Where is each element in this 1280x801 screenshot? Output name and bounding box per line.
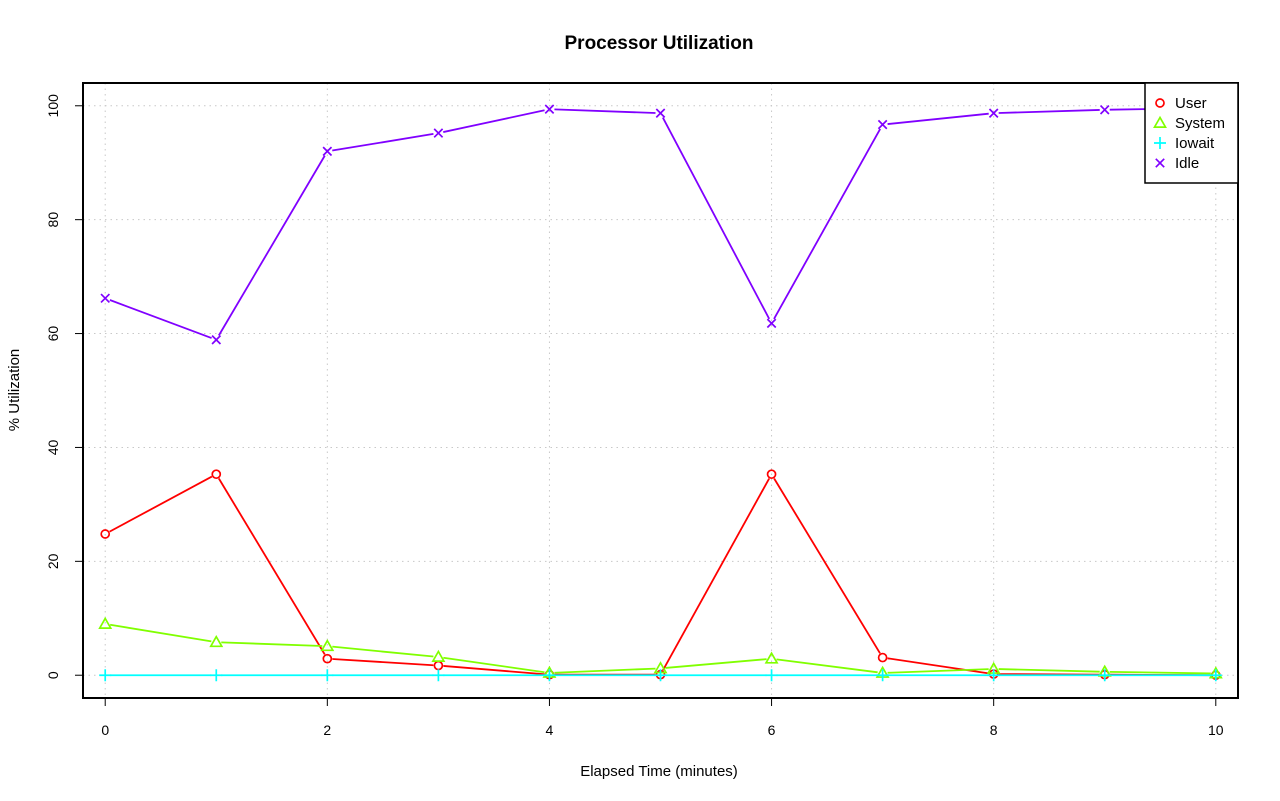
iowait-point — [765, 669, 778, 682]
idle-line-segment — [662, 117, 771, 320]
legend-iowait-marker — [1154, 137, 1166, 149]
iowait-point — [543, 669, 556, 682]
idle-line-segment — [887, 112, 989, 125]
iowait-point — [321, 669, 334, 682]
idle-point — [766, 318, 777, 329]
user-line-segment — [887, 657, 989, 675]
idle-line-segment — [554, 108, 656, 114]
y-axis: 0 20 40 60 80 100 — [45, 94, 83, 679]
system-line-segment — [109, 623, 212, 643]
user-line-segment — [443, 665, 545, 676]
y-axis-label: % Utilization — [6, 349, 23, 432]
y-tick-label: 100 — [45, 94, 61, 118]
user-point — [322, 653, 333, 664]
grid — [83, 83, 1238, 698]
system-point — [764, 651, 779, 664]
system-line-segment — [554, 667, 656, 674]
legend-iowait-label: Iowait — [1175, 135, 1215, 152]
system-line-segment — [443, 656, 545, 674]
user-line-segment — [218, 478, 326, 655]
x-tick-label: 6 — [768, 722, 776, 738]
legend-idle-marker — [1155, 158, 1165, 168]
user-point — [433, 660, 444, 671]
y-tick-label: 80 — [45, 212, 61, 228]
idle-point — [100, 293, 111, 304]
legend-system-label: System — [1175, 115, 1225, 132]
idle-line-segment — [109, 299, 212, 339]
y-tick-label: 20 — [45, 553, 61, 569]
x-tick-label: 2 — [323, 722, 331, 738]
legend-system-marker — [1153, 115, 1167, 128]
plot-frame — [82, 82, 1239, 699]
legend: User System Iowait Idle — [1144, 82, 1239, 184]
system-point — [209, 634, 224, 648]
user-point — [766, 469, 777, 480]
iowait-point — [876, 669, 889, 682]
x-tick-label: 0 — [101, 722, 109, 738]
iowait-point — [987, 669, 1000, 682]
idle-point — [322, 146, 333, 157]
x-tick-label: 4 — [546, 722, 554, 738]
iowait-point — [432, 669, 445, 682]
system-line-segment — [665, 658, 767, 669]
legend-idle-label: Idle — [1175, 155, 1199, 172]
idle-point — [211, 335, 222, 345]
user-point — [877, 652, 888, 663]
iowait-point — [1098, 669, 1111, 682]
iowait-point — [210, 669, 223, 682]
system-line-segment — [998, 668, 1100, 673]
idle-point — [655, 108, 666, 118]
user-line-segment — [109, 475, 213, 533]
user-point — [211, 469, 222, 480]
iowait-point — [99, 669, 112, 682]
user-line-segment — [662, 478, 770, 671]
iowait-point — [1209, 669, 1222, 682]
system-line-segment — [1109, 670, 1211, 675]
system-point — [320, 638, 335, 652]
idle-point — [988, 108, 999, 118]
x-axis: 0 2 4 6 8 10 — [101, 698, 1224, 738]
chart-title: Processor Utilization — [565, 33, 754, 54]
legend-user-marker — [1155, 98, 1165, 108]
system-line-segment — [221, 641, 323, 647]
user-line-segment — [773, 478, 881, 654]
x-axis-label: Elapsed Time (minutes) — [580, 763, 738, 780]
user-line-segment — [332, 658, 434, 667]
idle-line-segment — [332, 133, 434, 152]
legend-user-label: User — [1175, 95, 1207, 112]
idle-point — [877, 119, 888, 130]
idle-line-segment — [773, 128, 881, 320]
idle-point — [1099, 104, 1110, 115]
system-line-segment — [887, 668, 989, 674]
y-tick-label: 40 — [45, 439, 61, 455]
idle-point — [433, 128, 444, 138]
x-tick-label: 10 — [1208, 722, 1224, 738]
system-line-segment — [332, 645, 434, 658]
y-tick-label: 60 — [45, 326, 61, 342]
series-lines — [109, 107, 1211, 677]
idle-line-segment — [218, 155, 326, 336]
system-point — [431, 649, 446, 662]
iowait-point — [654, 669, 667, 682]
user-point — [100, 529, 111, 539]
series-points — [98, 103, 1223, 682]
idle-line-segment — [443, 109, 545, 133]
idle-point — [544, 104, 555, 114]
system-line-segment — [776, 658, 878, 674]
idle-line-segment — [998, 109, 1100, 114]
y-tick-label: 0 — [45, 671, 61, 679]
x-tick-label: 8 — [990, 722, 998, 738]
system-point — [98, 616, 113, 629]
